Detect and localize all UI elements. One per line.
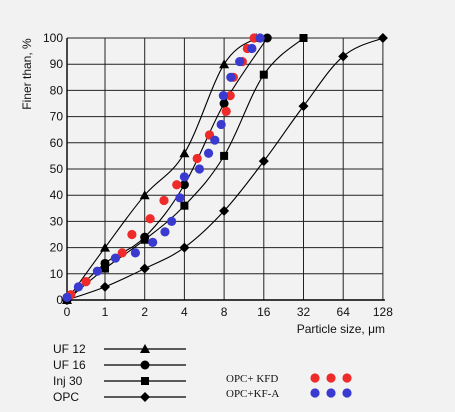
legend-marker-opc-kf-a bbox=[326, 388, 336, 398]
legend-label-opc-kfd: OPC+ KFD bbox=[226, 373, 278, 385]
x-tick-labels: 0 1 2 4 8 16 32 64 128 bbox=[64, 305, 394, 319]
axes bbox=[66, 38, 385, 301]
data-point-opc-kfd bbox=[221, 106, 231, 116]
data-point-opc-kf-a bbox=[160, 227, 170, 237]
data-point-opc bbox=[338, 51, 349, 62]
data-point-opc-kfd bbox=[117, 248, 127, 258]
y-tick-label: 50 bbox=[50, 162, 64, 176]
x-tick-label: 32 bbox=[297, 305, 311, 319]
y-tick-label: 40 bbox=[50, 188, 64, 202]
y-tick-label: 10 bbox=[50, 267, 64, 281]
data-point-uf-12 bbox=[139, 190, 150, 200]
data-point-opc-kfd bbox=[192, 153, 202, 164]
legend-marker-opc bbox=[140, 392, 150, 402]
data-point-opc-kf-a bbox=[179, 172, 189, 182]
data-point-uf-12 bbox=[219, 59, 230, 69]
legend-label-opc-kf-a: OPC+KF-A bbox=[226, 388, 279, 400]
x-tick-label: 16 bbox=[257, 305, 271, 319]
legend-label-opc: OPC bbox=[53, 390, 79, 404]
data-point-uf-16 bbox=[262, 33, 272, 43]
data-point-opc bbox=[258, 156, 269, 167]
legend: UF 12 UF 16 Inj 30 OPC OPC+ KFD OPC+KF-A bbox=[53, 342, 352, 404]
y-tick-label: 20 bbox=[50, 241, 64, 255]
legend-marker-opc-kfd bbox=[326, 373, 336, 383]
y-tick-label: 100 bbox=[43, 31, 63, 45]
data-point-opc-kf-a bbox=[175, 193, 185, 203]
x-tick-label: 4 bbox=[181, 305, 188, 319]
data-point-opc-kf-a bbox=[226, 72, 236, 82]
data-point-inj-30 bbox=[101, 264, 109, 273]
data-point-inj-30 bbox=[299, 34, 308, 42]
data-point-inj-30 bbox=[259, 70, 268, 79]
data-point-inj-30 bbox=[220, 151, 229, 160]
legend-marker-opc-kf-a bbox=[342, 388, 352, 398]
data-point-opc-kfd bbox=[145, 214, 155, 224]
data-point-opc bbox=[298, 101, 309, 112]
data-point-uf-16 bbox=[179, 180, 189, 190]
legend-label-uf-16: UF 16 bbox=[53, 358, 86, 372]
y-tick-label: 80 bbox=[50, 83, 64, 97]
data-point-opc bbox=[139, 263, 150, 274]
data-point-opc bbox=[219, 205, 230, 216]
legend-marker-opc-kf-a bbox=[310, 388, 320, 398]
legend-label-inj-30: Inj 30 bbox=[53, 374, 83, 388]
data-point-opc-kf-a bbox=[247, 43, 257, 54]
data-point-opc-kfd bbox=[225, 91, 235, 101]
data-point-opc-kf-a bbox=[148, 237, 158, 247]
legend-marker-opc-kfd bbox=[310, 373, 320, 383]
legend-marker-uf-12 bbox=[140, 344, 150, 353]
data-point-uf-16 bbox=[219, 99, 229, 108]
y-tick-label: 60 bbox=[50, 136, 64, 150]
data-point-opc-kfd bbox=[127, 229, 137, 240]
data-point-opc bbox=[377, 33, 388, 43]
y-tick-label: 0 bbox=[56, 293, 63, 307]
data-point-uf-12 bbox=[179, 148, 190, 158]
data-point-inj-30 bbox=[180, 201, 189, 210]
data-point-opc-kf-a bbox=[203, 148, 214, 158]
x-tick-label: 0 bbox=[64, 305, 71, 319]
data-point-opc-kf-a bbox=[218, 91, 228, 101]
data-point-opc-kf-a bbox=[210, 135, 220, 145]
x-tick-label: 8 bbox=[221, 305, 228, 319]
y-tick-label: 90 bbox=[50, 57, 64, 71]
data-point-opc bbox=[179, 242, 190, 253]
data-point-inj-30 bbox=[140, 235, 149, 244]
data-point-opc-kf-a bbox=[130, 248, 140, 258]
y-tick-label: 30 bbox=[50, 214, 64, 228]
data-markers bbox=[62, 33, 388, 305]
x-tick-label: 2 bbox=[141, 305, 148, 319]
x-tick-label: 128 bbox=[373, 305, 393, 319]
data-point-opc bbox=[100, 281, 110, 292]
legend-marker-opc-kfd bbox=[342, 373, 352, 383]
data-point-opc-kfd bbox=[172, 180, 182, 190]
data-point-opc-kf-a bbox=[73, 282, 83, 292]
data-point-opc-kfd bbox=[159, 195, 169, 206]
data-point-opc-kfd bbox=[81, 277, 91, 287]
data-point-opc-kf-a bbox=[194, 164, 205, 174]
x-tick-label: 64 bbox=[337, 305, 351, 319]
data-point-opc-kf-a bbox=[255, 33, 265, 43]
legend-marker-uf-16 bbox=[140, 360, 150, 370]
y-axis-label: Finer than, % bbox=[20, 38, 34, 110]
data-point-opc-kf-a bbox=[110, 253, 121, 263]
legend-label-uf-12: UF 12 bbox=[53, 342, 86, 356]
data-point-uf-12 bbox=[100, 242, 110, 252]
legend-marker-inj-30 bbox=[141, 377, 149, 385]
y-tick-label: 70 bbox=[50, 110, 64, 124]
y-tick-labels: 0 10 20 30 40 50 60 70 80 90 100 bbox=[43, 31, 63, 307]
data-point-opc-kf-a bbox=[216, 119, 226, 130]
x-tick-label: 1 bbox=[102, 305, 109, 319]
data-point-opc-kf-a bbox=[235, 56, 245, 67]
data-point-opc-kf-a bbox=[167, 216, 177, 226]
data-point-opc-kf-a bbox=[92, 266, 102, 276]
x-axis-label: Particle size, μm bbox=[297, 322, 385, 336]
data-point-opc-kf-a bbox=[62, 292, 72, 302]
